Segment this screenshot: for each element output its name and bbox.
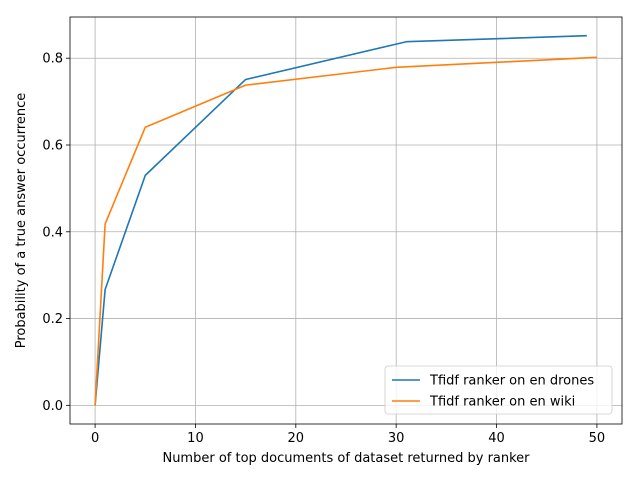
series-line bbox=[94, 34, 587, 406]
x-tick-label: 30 bbox=[388, 431, 405, 446]
x-tick-label: 0 bbox=[91, 431, 99, 446]
y-tick-label: 0.0 bbox=[42, 399, 63, 414]
plot-frame bbox=[69, 16, 623, 425]
x-tick-label: 10 bbox=[187, 431, 204, 446]
legend: Tfidf ranker on en drones Tfidf ranker on… bbox=[384, 365, 613, 415]
legend-label: Tfidf ranker on en drones bbox=[429, 374, 594, 389]
legend-box bbox=[384, 365, 613, 415]
y-tick-label: 0.6 bbox=[42, 139, 63, 154]
x-axis-label: Number of top documents of dataset retur… bbox=[162, 451, 530, 466]
series-line bbox=[94, 56, 597, 406]
legend-label: Tfidf ranker on en wiki bbox=[429, 395, 575, 410]
series-lines bbox=[94, 34, 597, 406]
axis-ticks: 0 10 20 30 40 50 0.0 0.2 0.4 0.6 0.8 bbox=[42, 52, 605, 446]
y-tick-label: 0.2 bbox=[42, 312, 63, 327]
x-tick-label: 40 bbox=[488, 431, 505, 446]
x-tick-label: 50 bbox=[589, 431, 606, 446]
y-tick-label: 0.4 bbox=[42, 225, 63, 240]
x-tick-label: 20 bbox=[288, 431, 305, 446]
y-axis-label: Probability of a true answer occurrence bbox=[14, 93, 29, 349]
y-tick-label: 0.8 bbox=[42, 52, 63, 67]
grid-lines bbox=[70, 17, 622, 424]
